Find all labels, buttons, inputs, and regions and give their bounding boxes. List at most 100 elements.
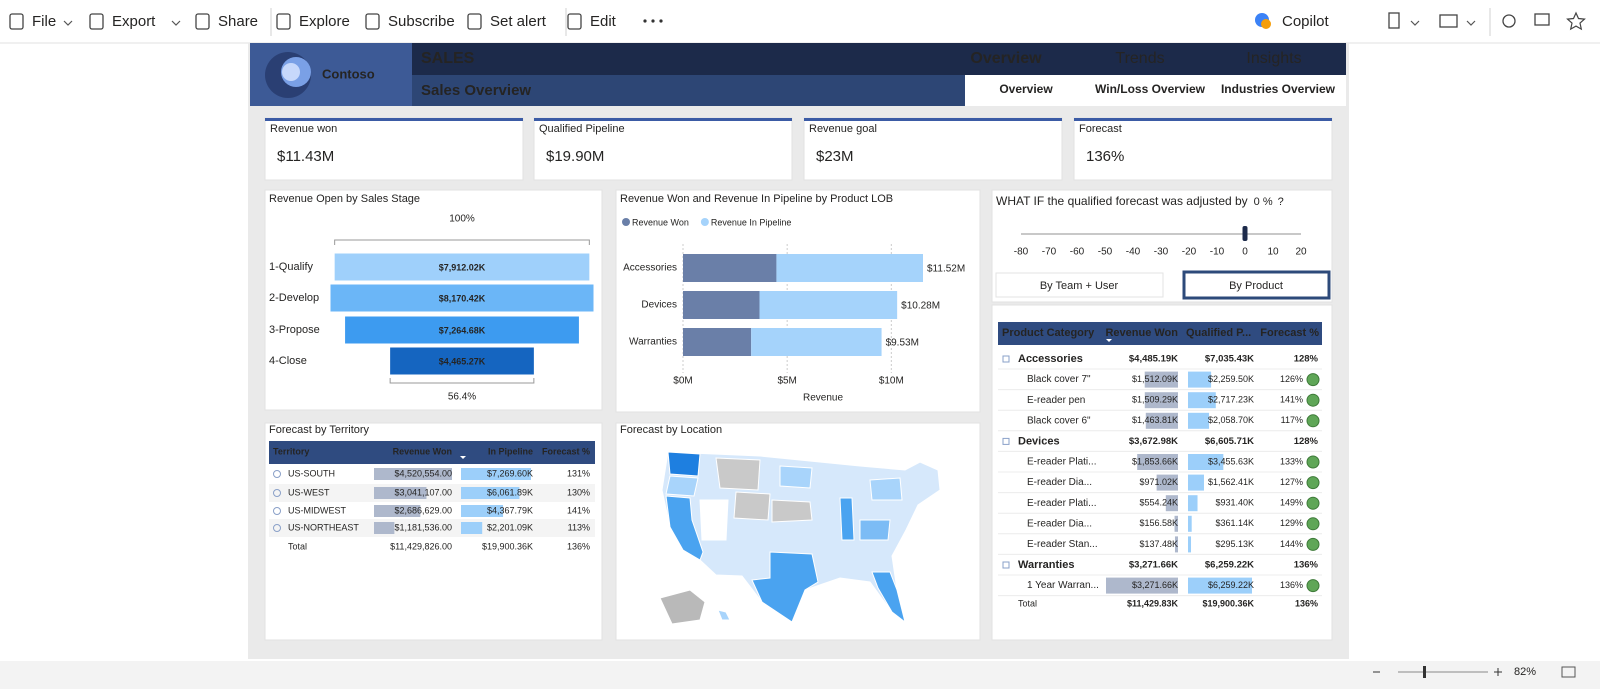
funnel-stage-label: 1-Qualify [269,261,314,273]
table-cell: $2,686,629.00 [394,505,452,515]
expand-icon[interactable] [273,524,281,532]
funnel-top-label: 100% [449,214,475,225]
toolbar-button[interactable]: Export [112,13,156,30]
expand-icon[interactable] [273,507,281,515]
x-axis-label: Revenue [803,393,843,404]
toolbar-icon [467,13,482,30]
table-total: Total [1018,598,1037,608]
zoom-in[interactable] [1494,668,1502,676]
nav-tab[interactable]: Trends [1115,50,1164,67]
toolbar-button[interactable]: Edit [590,13,617,30]
status-indicator [1306,455,1320,469]
data-bar [374,468,452,480]
expand-icon[interactable] [273,470,281,478]
status-indicator [1306,579,1320,593]
toggle-button[interactable] [995,272,1164,298]
table-cell: 1 Year Warran... [1027,580,1099,591]
table-total: 136% [567,541,590,551]
more-dot [659,19,663,23]
toolbar-button[interactable]: Set alert [490,13,547,30]
table-cell: E-reader Dia... [1027,477,1092,488]
toolbar-button[interactable]: File [32,13,56,30]
table-cell: $7,035.43K [1205,354,1254,365]
legend-swatch [622,218,630,226]
map-region [717,609,731,621]
collapse-icon[interactable] [1002,561,1010,569]
status-indicator [1306,373,1320,387]
toolbar-button[interactable]: Explore [299,13,350,30]
table-header-cell: Forecast % [1260,327,1319,339]
chart-title: Forecast by Location [620,424,722,436]
data-bar [1174,536,1178,553]
table-header-cell: Qualified P... [1186,327,1251,339]
bar-total-label: $11.52M [927,264,965,275]
kpi-label: Qualified Pipeline [539,123,625,135]
data-bar [1188,515,1192,532]
table-cell: 133% [1280,456,1303,466]
kpi-accent [534,118,792,121]
table-cell: $6,259.22K [1205,560,1254,571]
status-indicator [1306,476,1320,490]
toolbar-button[interactable]: Share [218,13,258,30]
sub-tab[interactable]: Win/Loss Overview [1095,82,1206,96]
table-cell: $1,181,536.00 [394,522,452,532]
collapse-icon[interactable] [1002,437,1010,445]
funnel-bar [330,284,594,312]
view-icon [1439,14,1458,28]
table-header-cell: Revenue Won [393,446,452,456]
toggle-button-label: By Product [1229,280,1283,292]
nav-tab[interactable]: Insights [1246,50,1301,67]
slider-tick-label: -50 [1098,247,1113,258]
table-total: $19,900.36K [1202,598,1254,608]
zoom-thumb[interactable] [1423,666,1426,678]
table-total: $11,429,826.00 [390,541,452,551]
table-header [269,441,595,464]
map-region [779,465,813,489]
toggle-button[interactable] [1182,270,1331,300]
table-cell: E-reader Plati... [1027,457,1096,468]
sub-tab[interactable]: Overview [999,82,1053,96]
fit-icon[interactable] [1561,666,1576,678]
table-cell: US-NORTHEAST [288,522,359,532]
funnel-bar [345,316,579,344]
table-header-cell: Forecast % [542,446,590,456]
kpi-card [1073,117,1333,181]
slider-thumb[interactable] [1242,226,1248,241]
copilot-button[interactable]: Copilot [1282,13,1330,30]
status-indicator [1306,393,1320,407]
table-header-cell: Revenue Won [1105,327,1178,339]
map-region [733,491,771,521]
x-tick-label: $10M [879,376,904,387]
table-cell: 128% [1294,354,1319,365]
table-cell: 144% [1280,539,1303,549]
collapse-icon[interactable] [1002,355,1010,363]
map-region [751,551,819,623]
expand-icon[interactable] [273,489,281,497]
table-row-band [269,519,595,537]
bar-segment [759,291,898,319]
data-bar [1188,392,1216,409]
kpi-card [533,117,793,181]
table-cell: E-reader pen [1027,395,1085,406]
data-bar [1165,495,1178,512]
status-indicator [1306,537,1320,551]
nav-tab[interactable]: Overview [970,50,1042,67]
bar-segment [683,291,760,319]
table-cell: $4,485.19K [1129,354,1178,365]
refresh-icon [1502,14,1516,28]
slider-tick-label: -30 [1154,247,1169,258]
data-bar [1188,412,1210,429]
kpi-value: $23M [816,148,854,165]
toolbar-button[interactable]: Subscribe [388,13,455,30]
table-cell: $4,520,554.00 [394,468,452,478]
data-bar [1188,577,1252,594]
funnel-stage-label: 3-Propose [269,324,320,336]
kpi-value: 136% [1086,148,1124,165]
table-cell: Accessories [1018,353,1083,365]
table-cell: 129% [1280,518,1303,528]
sub-tab[interactable]: Industries Overview [1221,82,1336,96]
toolbar-icon [9,13,24,30]
slider-tick-label: -70 [1042,247,1057,258]
comment-icon [1534,13,1550,26]
